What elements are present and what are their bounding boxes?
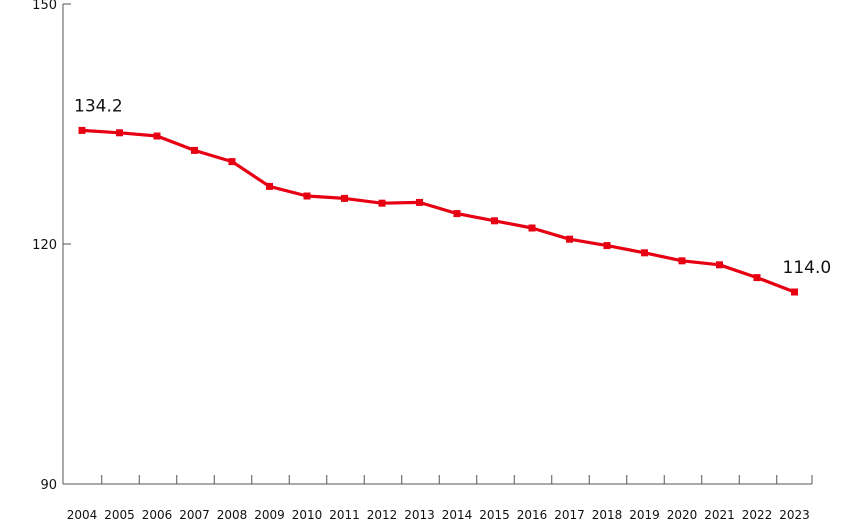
data-point: [791, 288, 798, 296]
data-point: [153, 132, 161, 140]
data-point: [491, 217, 498, 225]
x-tick-label: 2007: [179, 508, 210, 522]
x-tick-label: 2022: [742, 508, 773, 522]
x-axis-ticks: 2004 2005 2006 2007 2008 2009 2010 2011 2012 2013…: [67, 475, 813, 522]
data-point: [228, 158, 236, 166]
data-point: [191, 146, 198, 154]
y-axis-ticks: 150 120 90: [32, 0, 71, 493]
y-tick-label: 90: [40, 478, 57, 493]
y-tick-label: 150: [32, 0, 57, 13]
data-point: [378, 199, 386, 207]
x-tick-label: 2004: [67, 508, 98, 522]
data-point: [753, 274, 761, 282]
x-tick-label: 2016: [517, 508, 548, 522]
data-point: [716, 261, 723, 269]
x-tick-label: 2009: [254, 508, 285, 522]
axes: [62, 4, 812, 485]
data-point: [566, 235, 573, 243]
data-point: [303, 192, 311, 200]
data-point: [116, 129, 123, 137]
series-layer: [78, 126, 798, 296]
x-tick-label: 2008: [217, 508, 248, 522]
data-point: [678, 257, 686, 265]
data-point: [416, 198, 423, 206]
y-tick-label: 120: [32, 238, 57, 253]
data-point: [78, 126, 86, 134]
x-tick-label: 2019: [629, 508, 660, 522]
data-label: 114.0: [783, 258, 832, 278]
x-tick-label: 2021: [704, 508, 735, 522]
x-tick-label: 2020: [667, 508, 698, 522]
series-line: [81, 128, 796, 294]
x-tick-label: 2023: [779, 508, 810, 522]
data-labels: 134.2 114.0: [74, 96, 831, 278]
x-tick-label: 2013: [404, 508, 435, 522]
data-point: [603, 242, 611, 250]
x-tick-label: 2011: [329, 508, 360, 522]
x-tick-label: 2018: [592, 508, 623, 522]
data-point: [266, 182, 273, 190]
data-point: [641, 249, 648, 257]
x-tick-label: 2014: [442, 508, 473, 522]
data-point: [453, 210, 461, 218]
x-tick-label: 2005: [104, 508, 135, 522]
x-tick-label: 2015: [479, 508, 510, 522]
data-point: [528, 224, 536, 232]
data-label: 134.2: [74, 96, 123, 116]
x-tick-label: 2006: [142, 508, 173, 522]
x-tick-label: 2017: [554, 508, 585, 522]
x-tick-label: 2012: [367, 508, 398, 522]
x-tick-label: 2010: [292, 508, 323, 522]
data-point: [341, 194, 348, 202]
